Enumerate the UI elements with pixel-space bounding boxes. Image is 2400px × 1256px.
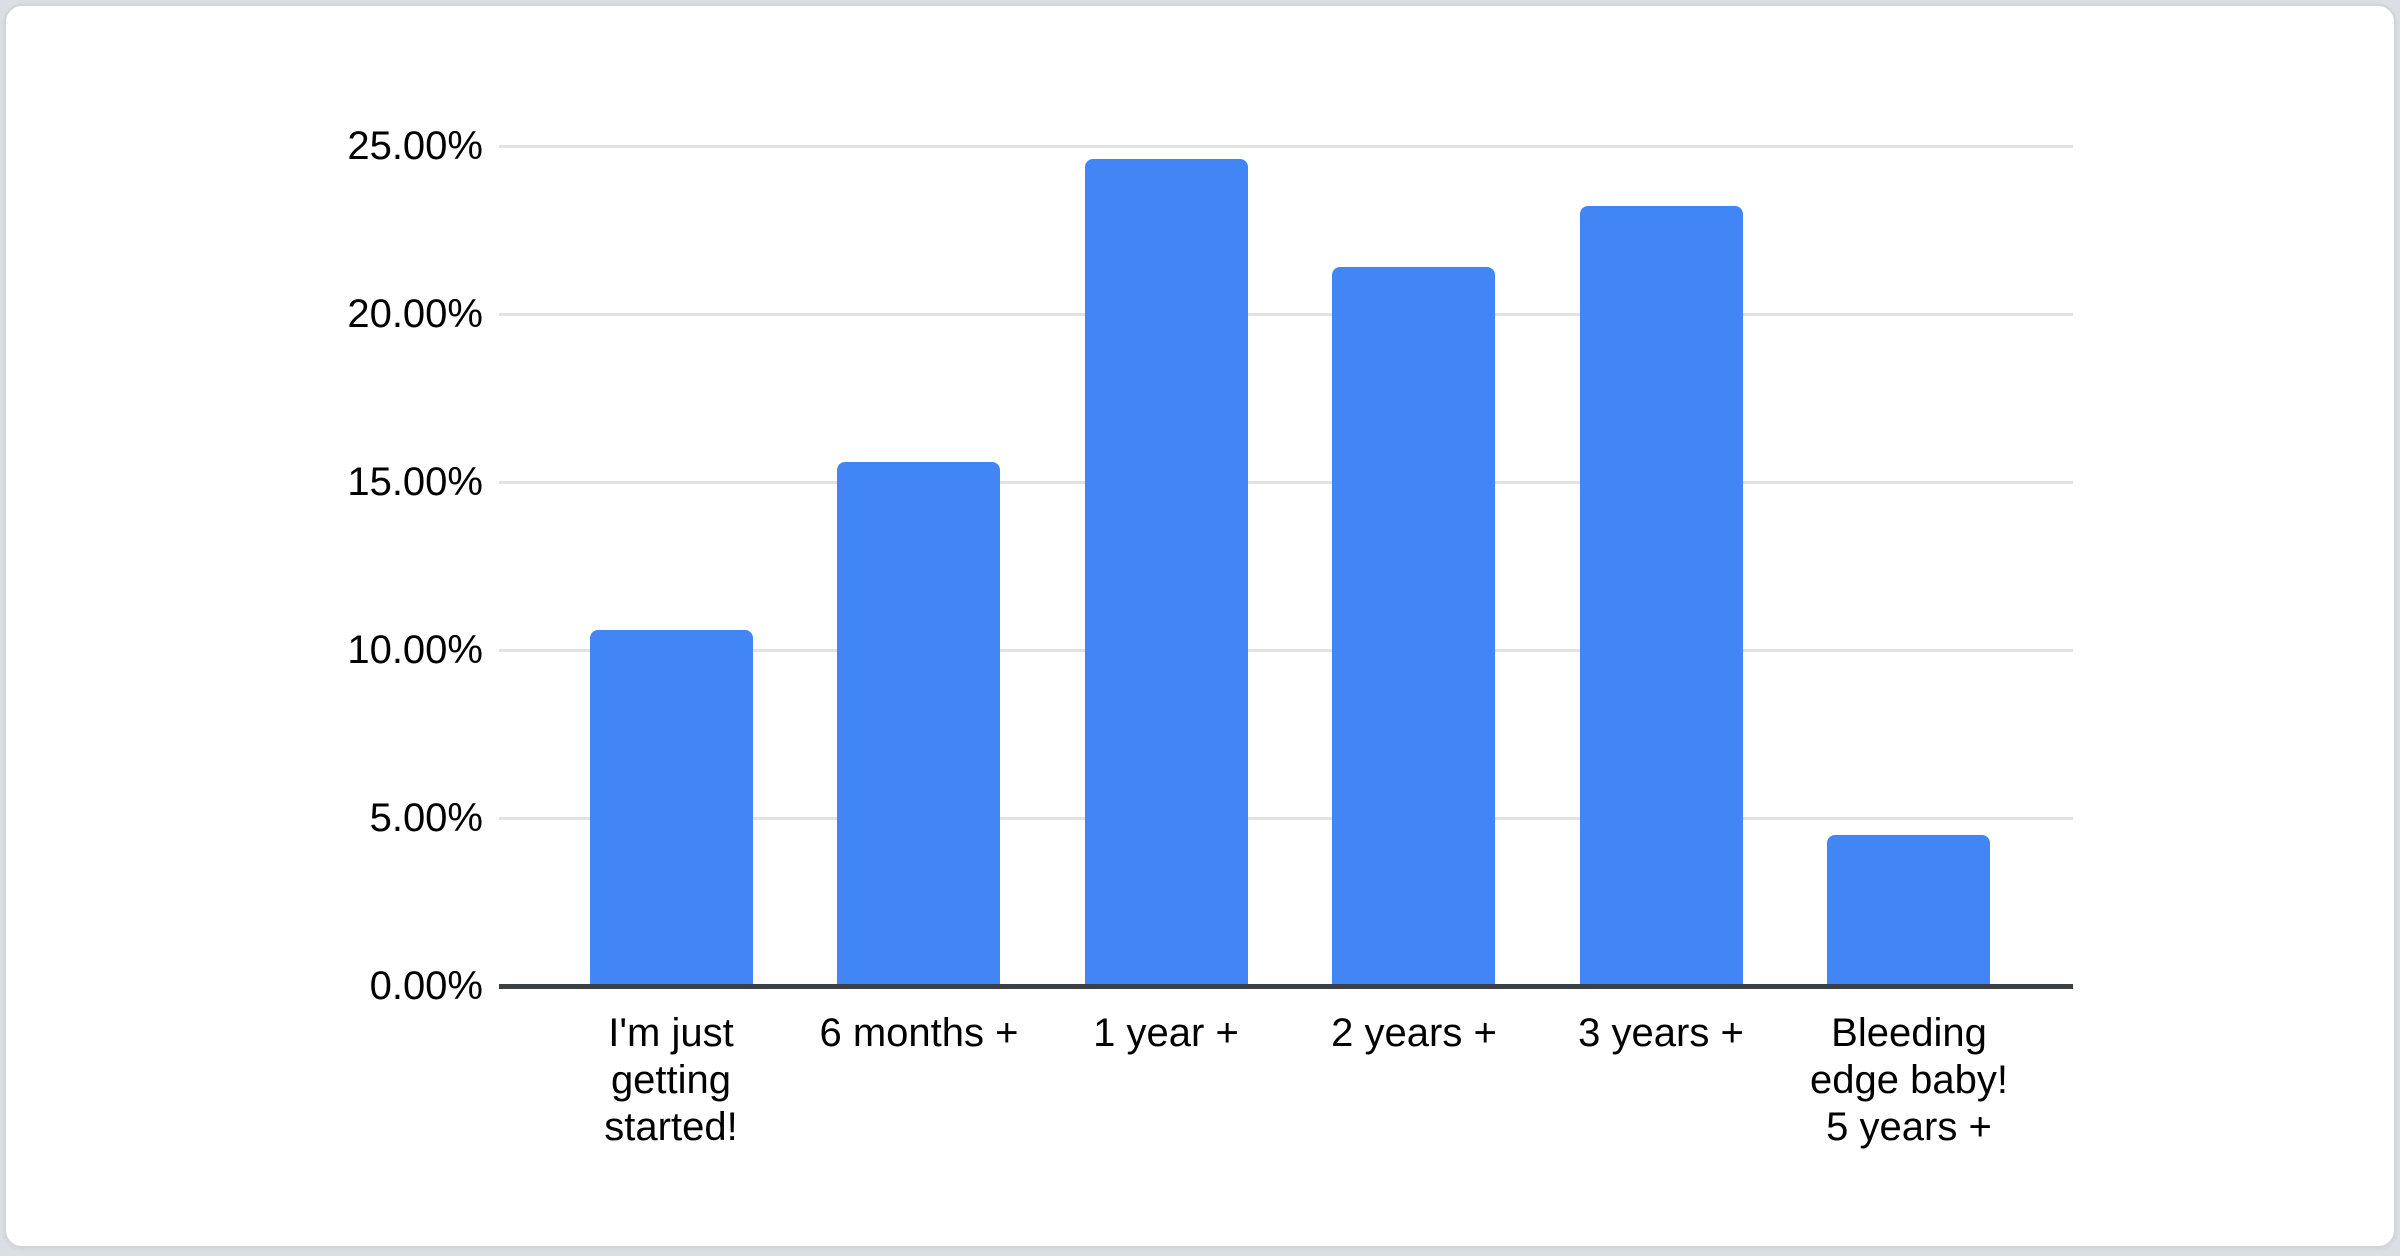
x-axis-label-line: getting (610, 1058, 732, 1102)
x-axis-label-line: Bleeding (1831, 1011, 1987, 1055)
x-axis-label-line: 3 years + (1578, 1011, 1744, 1055)
x-axis-label-line: 2 years + (1331, 1011, 1497, 1055)
bar (1085, 159, 1248, 986)
x-axis-label-line: started! (604, 1105, 738, 1149)
x-axis-label: 6 months + (769, 1010, 1069, 1057)
x-axis-label: I'm just getting started! (521, 1010, 821, 1151)
x-axis-line (499, 984, 2073, 989)
x-axis-label: 3 years + (1511, 1010, 1811, 1057)
x-axis-label: 1 year + (1016, 1010, 1316, 1057)
bar-chart: 0.00% 5.00% 10.00% 15.00% 20.00% 25.00% I'm ju… (6, 6, 2394, 1246)
gridline (499, 649, 2073, 652)
y-axis-tick-label: 20.00% (347, 292, 483, 336)
gridline (499, 817, 2073, 820)
y-axis-tick-label: 5.00% (369, 796, 483, 840)
x-axis-label: 2 years + (1264, 1010, 1564, 1057)
y-axis-tick-label: 25.00% (347, 124, 483, 168)
bar (1332, 267, 1495, 986)
x-axis-label-line: I'm just (608, 1011, 734, 1055)
x-axis-label-line: 6 months + (819, 1011, 1019, 1055)
bar (1827, 835, 1990, 986)
y-axis-tick-label: 15.00% (347, 460, 483, 504)
gridline (499, 145, 2073, 148)
chart-card: 0.00% 5.00% 10.00% 15.00% 20.00% 25.00% I'm ju… (4, 4, 2396, 1248)
bar (590, 630, 753, 986)
bar (1580, 206, 1743, 986)
bar (837, 462, 1000, 986)
gridline (499, 481, 2073, 484)
gridline (499, 313, 2073, 316)
y-axis-tick-label: 0.00% (369, 964, 483, 1008)
x-axis-label-line: 1 year + (1093, 1011, 1239, 1055)
x-axis-label-line: 5 years + (1826, 1105, 1992, 1149)
x-axis-label-line: edge baby! (1810, 1058, 2008, 1102)
y-axis-tick-label: 10.00% (347, 628, 483, 672)
x-axis-label: Bleeding edge baby! 5 years + (1759, 1010, 2059, 1151)
